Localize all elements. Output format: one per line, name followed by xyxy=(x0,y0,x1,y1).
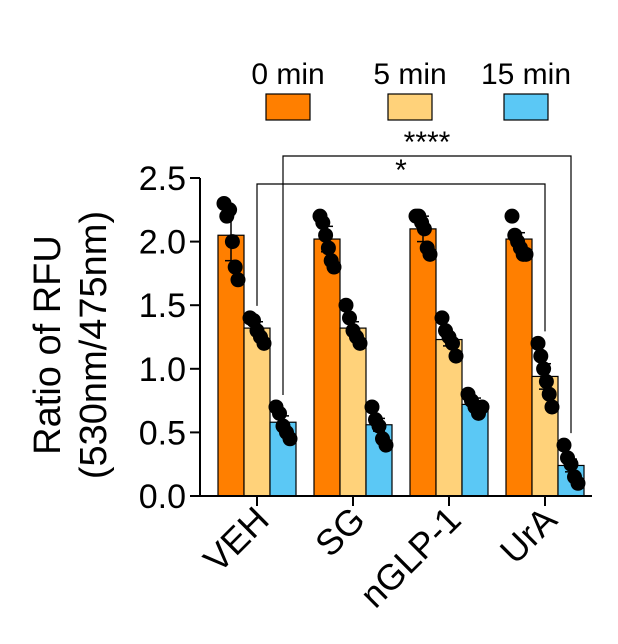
data-point xyxy=(320,240,336,256)
significance-bracket xyxy=(256,183,546,332)
data-point xyxy=(364,399,380,415)
data-point xyxy=(536,361,552,377)
data-point xyxy=(434,310,450,326)
data-point xyxy=(342,310,357,326)
data-point xyxy=(570,475,586,491)
data-point xyxy=(371,418,387,434)
y-tick-label: 0.5 xyxy=(139,414,186,452)
x-tick-label: UrA xyxy=(492,499,565,572)
bar xyxy=(409,228,437,497)
bar xyxy=(505,238,533,497)
x-tick-label: VEH xyxy=(195,499,276,580)
legend-swatch xyxy=(265,93,311,121)
significance-bracket xyxy=(282,155,572,434)
y-tick-label: 1.0 xyxy=(139,351,186,389)
y-tick-label: 0.0 xyxy=(139,478,186,516)
bar xyxy=(339,327,367,497)
data-point xyxy=(474,399,490,415)
x-tick-label: SG xyxy=(307,499,373,565)
data-point xyxy=(378,437,394,453)
data-point xyxy=(272,405,287,421)
data-point xyxy=(352,335,368,351)
data-point xyxy=(556,437,572,453)
data-point xyxy=(256,335,272,351)
significance-label: **** xyxy=(404,126,451,159)
legend-swatch xyxy=(503,93,549,121)
data-point xyxy=(530,335,546,351)
data-point xyxy=(544,399,560,415)
data-point xyxy=(416,221,432,237)
data-point xyxy=(541,386,557,402)
x-tick-label: nGLP-1 xyxy=(352,499,469,616)
significance-label: * xyxy=(395,154,407,187)
bar xyxy=(313,238,341,497)
y-tick-label: 1.5 xyxy=(139,287,186,325)
y-tick-label: 2.0 xyxy=(139,224,186,262)
data-point xyxy=(445,335,460,351)
data-point xyxy=(224,234,240,250)
y-axis-label-line1: Ratio of RFU xyxy=(27,235,69,455)
legend-label: 0 min xyxy=(251,58,324,91)
data-point xyxy=(538,374,554,390)
y-tick-label: 2.5 xyxy=(139,160,186,198)
data-point xyxy=(282,431,298,447)
data-point xyxy=(222,202,238,218)
data-point xyxy=(326,259,342,275)
data-point xyxy=(563,456,579,472)
data-point xyxy=(227,259,243,275)
data-point xyxy=(533,348,549,364)
data-point xyxy=(338,297,354,313)
bar xyxy=(243,327,271,497)
legend-label: 5 min xyxy=(373,58,446,91)
legend-swatch xyxy=(387,93,433,121)
data-point xyxy=(315,215,331,231)
data-point xyxy=(230,272,246,288)
data-point xyxy=(422,246,438,262)
legend-label: 15 min xyxy=(481,58,571,91)
data-point xyxy=(504,208,520,224)
y-axis-label-line2: (530nm/475nm) xyxy=(73,211,115,479)
data-point xyxy=(448,348,464,364)
data-point xyxy=(318,227,334,243)
data-point xyxy=(518,246,534,262)
